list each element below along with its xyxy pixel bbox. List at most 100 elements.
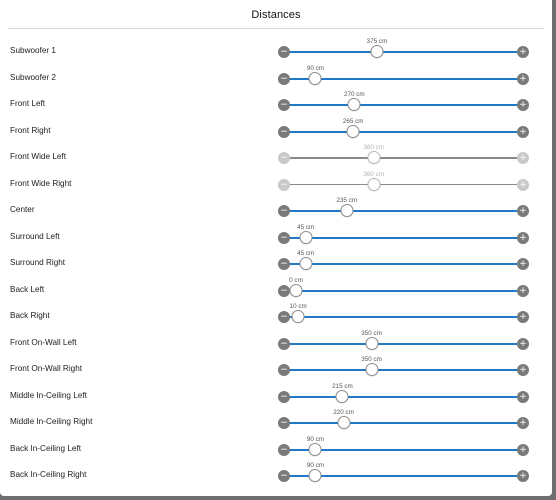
decrease-button[interactable]: − (278, 46, 290, 58)
distance-slider-track[interactable] (284, 475, 523, 477)
distance-slider-track[interactable] (284, 130, 523, 133)
distance-value: 90 cm (306, 64, 325, 72)
distance-value: 265 cm (342, 117, 364, 125)
distance-value: 220 cm (333, 409, 354, 416)
distance-slider-track (284, 183, 523, 185)
decrease-button[interactable]: − (278, 72, 290, 85)
distance-slider-track[interactable] (284, 395, 523, 398)
distance-slider-track[interactable] (284, 369, 523, 371)
decrease-button[interactable]: − (278, 258, 290, 270)
distance-slider-track[interactable] (284, 104, 523, 106)
increase-button: + (517, 178, 529, 191)
distance-slider-track[interactable] (284, 448, 523, 451)
distance-slider-track[interactable] (284, 77, 523, 80)
increase-button[interactable]: + (517, 125, 529, 138)
distance-row-surround-right: Surround Right 45 cm − + (0, 250, 552, 278)
decrease-button[interactable]: − (278, 390, 290, 403)
increase-button[interactable]: + (517, 337, 529, 350)
distance-slider-track[interactable] (284, 289, 523, 292)
increase-button[interactable]: + (517, 72, 529, 85)
dialog-header: Distances (0, 0, 552, 29)
distance-value: 270 cm (343, 91, 365, 98)
distance-row-back-left: Back Left 0 cm − + (0, 276, 552, 305)
distance-slider-thumb[interactable] (308, 469, 322, 482)
distance-slider-track[interactable] (284, 210, 523, 212)
increase-button[interactable]: + (517, 390, 529, 403)
increase-button[interactable]: + (517, 46, 529, 58)
distance-slider-thumb[interactable] (289, 283, 303, 297)
distance-slider-track (284, 157, 523, 159)
distance-slider-thumb[interactable] (308, 71, 322, 85)
speaker-label: Front Wide Right (10, 178, 72, 188)
distance-slider-thumb[interactable] (340, 204, 354, 217)
increase-button[interactable]: + (517, 311, 529, 323)
distance-slider-thumb[interactable] (308, 442, 322, 456)
decrease-button[interactable]: − (278, 125, 290, 138)
distance-row-front-right: Front Right 265 cm − + (0, 117, 552, 146)
distance-slider-thumb[interactable] (291, 310, 305, 323)
speaker-label: Middle In-Ceiling Left (10, 390, 87, 400)
distance-slider-track[interactable] (284, 236, 523, 239)
decrease-button[interactable]: − (278, 311, 290, 323)
distance-row-front-left: Front Left 270 cm − + (0, 91, 552, 119)
distance-value: 350 cm (361, 329, 382, 337)
speaker-label: Surround Right (10, 258, 66, 267)
increase-button[interactable]: + (517, 231, 529, 244)
header-divider (8, 28, 544, 29)
distance-value: 90 cm (306, 462, 325, 469)
distance-slider-track[interactable] (284, 316, 523, 318)
decrease-button[interactable]: − (278, 470, 290, 482)
decrease-button: − (278, 152, 290, 164)
increase-button[interactable]: + (517, 470, 529, 482)
distance-slider-thumb[interactable] (335, 389, 349, 403)
distance-row-front-on-wall-left: Front On-Wall Left 350 cm − + (0, 329, 552, 358)
distance-slider-thumb[interactable] (346, 124, 360, 138)
distance-value: 0 cm (289, 276, 303, 284)
distance-value: 360 cm (363, 144, 385, 151)
speaker-label: Middle In-Ceiling Right (10, 417, 93, 426)
dialog-title: Distances (251, 9, 301, 21)
decrease-button[interactable]: − (278, 231, 290, 244)
decrease-button[interactable]: − (278, 337, 290, 350)
decrease-button[interactable]: − (278, 99, 290, 111)
increase-button[interactable]: + (517, 99, 529, 111)
decrease-button[interactable]: − (278, 443, 290, 456)
distance-slider-track[interactable] (284, 51, 523, 53)
distance-row-back-right: Back Right 10 cm − + (0, 303, 552, 331)
distance-value: 10 cm (289, 303, 307, 310)
increase-button[interactable]: + (517, 417, 529, 429)
speaker-label: Front Wide Left (10, 152, 66, 161)
distance-slider-track[interactable] (284, 263, 523, 265)
distance-value: 215 cm (332, 382, 353, 390)
decrease-button[interactable]: − (278, 205, 290, 217)
distance-slider-thumb[interactable] (337, 416, 351, 429)
speaker-label: Surround Left (10, 231, 60, 241)
increase-button[interactable]: + (517, 205, 529, 217)
decrease-button[interactable]: − (278, 364, 290, 376)
distance-slider-thumb[interactable] (347, 98, 361, 111)
distance-row-back-in-ceiling-right: Back In-Ceiling Right 90 cm − + (0, 462, 552, 490)
increase-button[interactable]: + (517, 258, 529, 270)
distance-value: 360 cm (363, 170, 385, 178)
distance-slider-track[interactable] (284, 422, 523, 424)
speaker-label: Center (10, 205, 35, 214)
distance-slider-thumb[interactable] (299, 230, 313, 244)
distance-slider-track[interactable] (284, 342, 523, 345)
distance-slider-thumb[interactable] (365, 363, 379, 376)
distance-slider-thumb[interactable] (370, 45, 384, 58)
speaker-label: Back Left (10, 284, 45, 294)
distance-row-surround-left: Surround Left 45 cm − + (0, 224, 552, 252)
increase-button[interactable]: + (517, 364, 529, 376)
distance-row-middle-in-ceiling-left: Middle In-Ceiling Left 215 cm − + (0, 382, 552, 411)
distance-value: 235 cm (336, 197, 358, 204)
distance-slider-thumb[interactable] (299, 257, 313, 270)
increase-button[interactable]: + (517, 443, 529, 456)
distance-slider-thumb (367, 177, 381, 191)
distance-slider-thumb (367, 151, 381, 164)
distance-row-center: Center 235 cm − + (0, 197, 552, 225)
decrease-button[interactable]: − (278, 284, 290, 297)
distance-slider-thumb[interactable] (365, 336, 379, 350)
decrease-button[interactable]: − (278, 417, 290, 429)
increase-button[interactable]: + (517, 284, 529, 297)
